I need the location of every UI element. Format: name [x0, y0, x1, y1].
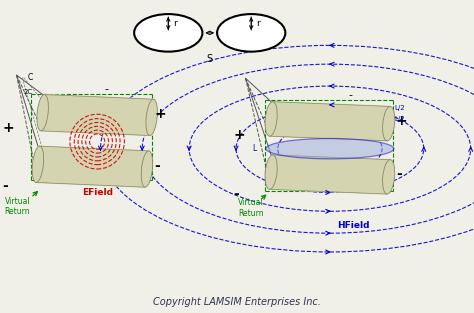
Text: -: -: [2, 179, 8, 193]
Text: 2C: 2C: [24, 89, 33, 95]
Text: L: L: [252, 144, 256, 153]
Polygon shape: [36, 146, 149, 187]
Ellipse shape: [266, 138, 394, 159]
Text: r: r: [173, 19, 177, 28]
Polygon shape: [41, 95, 154, 136]
Text: +: +: [233, 128, 245, 141]
Text: EField: EField: [82, 188, 113, 197]
Text: S: S: [207, 54, 213, 64]
Text: C: C: [27, 73, 33, 82]
Ellipse shape: [37, 95, 48, 131]
Text: -: -: [396, 167, 401, 181]
Ellipse shape: [265, 155, 277, 189]
Text: +: +: [396, 114, 408, 127]
Text: Virtual
Return: Virtual Return: [5, 197, 30, 216]
Ellipse shape: [265, 102, 277, 136]
Text: r: r: [256, 19, 260, 28]
Polygon shape: [270, 102, 390, 141]
Text: L/2: L/2: [394, 105, 405, 111]
Text: +: +: [154, 107, 166, 121]
Ellipse shape: [383, 160, 395, 194]
Text: L/2: L/2: [394, 116, 405, 122]
Text: -: -: [233, 187, 239, 201]
Text: +: +: [2, 121, 14, 135]
Ellipse shape: [217, 14, 285, 52]
Ellipse shape: [141, 151, 153, 187]
Ellipse shape: [146, 99, 157, 136]
Ellipse shape: [383, 106, 395, 141]
Polygon shape: [270, 155, 390, 194]
Text: -: -: [105, 84, 109, 94]
Text: -: -: [349, 90, 353, 100]
Text: Copyright LAMSIM Enterprises Inc.: Copyright LAMSIM Enterprises Inc.: [153, 297, 321, 307]
Text: Virtual
Return: Virtual Return: [238, 198, 264, 218]
Text: -: -: [154, 159, 160, 173]
Text: HField: HField: [337, 221, 370, 230]
Ellipse shape: [134, 14, 202, 52]
Ellipse shape: [32, 146, 44, 182]
